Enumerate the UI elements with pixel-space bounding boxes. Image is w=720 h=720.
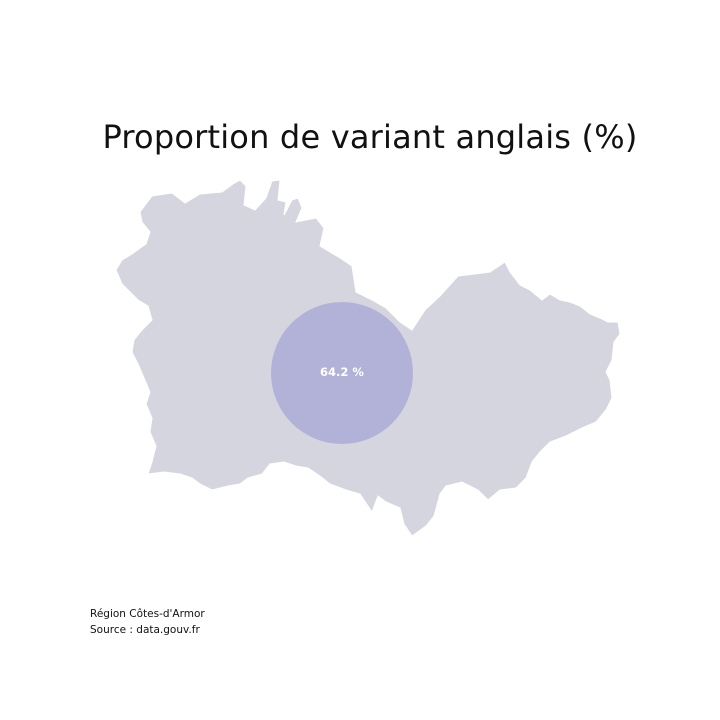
map-title: Proportion de variant anglais (%) bbox=[102, 118, 638, 156]
region-caption: Région Côtes-d'Armor bbox=[90, 608, 205, 620]
value-bubble bbox=[271, 302, 413, 444]
source-caption: Source : data.gouv.fr bbox=[90, 624, 200, 636]
map-footer: Région Côtes-d'Armor Source : data.gouv.… bbox=[90, 606, 205, 638]
bubble-value-label: 64.2 % bbox=[320, 365, 364, 379]
